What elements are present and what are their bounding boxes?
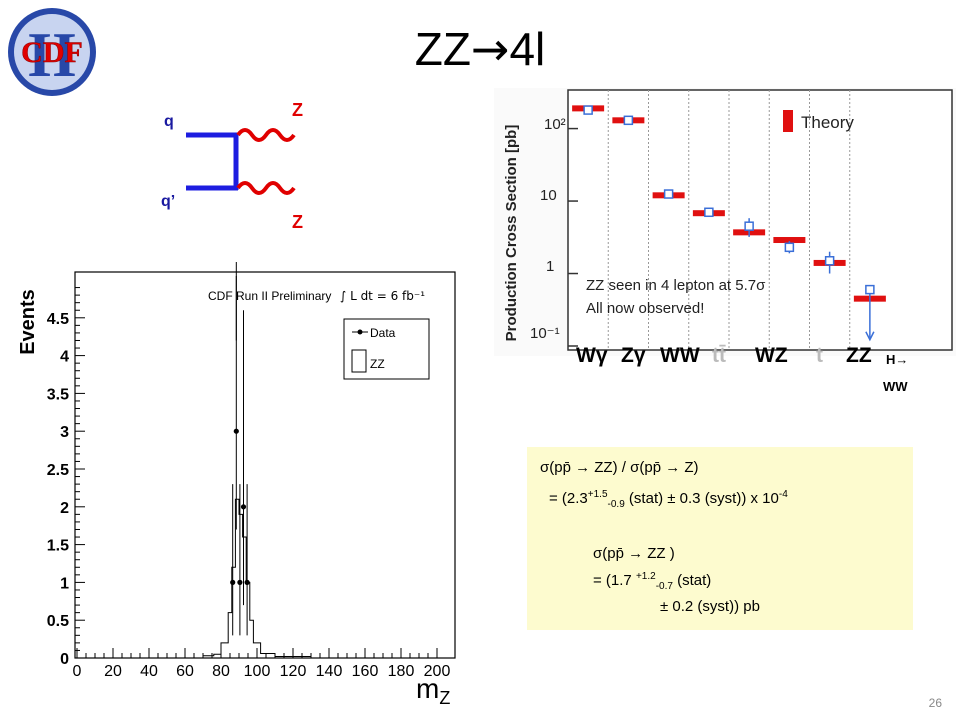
- annotation-line-1: ZZ seen in 4 lepton at 5.7σ: [586, 277, 766, 294]
- formula-zz: σ(pp̄ → ZZ ): [593, 545, 675, 562]
- cross-section-plot: Production Cross Section [pb] 10² 10 1 1…: [494, 88, 956, 378]
- process-label-1: Zγ: [621, 344, 646, 367]
- hist-xtick-label: 20: [104, 663, 122, 680]
- hist-xtick-label: 80: [212, 663, 230, 680]
- data-point-6: [824, 256, 835, 266]
- process-label-2: WW: [660, 344, 700, 367]
- hist-ytick-label: 2.5: [47, 462, 69, 479]
- hist-y-label: Events: [20, 289, 39, 355]
- data-point-3: [240, 504, 247, 510]
- legend-zz: ZZ: [370, 357, 385, 371]
- hist-xtick-label: 160: [352, 663, 379, 680]
- ytick-0p1: 10⁻¹: [530, 325, 560, 342]
- process-label-3: tt̄: [712, 344, 726, 367]
- process-label-4: WZ: [755, 344, 788, 367]
- process-label-6: ZZ: [846, 344, 872, 367]
- data-point-4: [744, 221, 754, 231]
- data-point-2: [663, 189, 674, 199]
- data-point-1: [233, 428, 239, 434]
- data-point-0: [230, 579, 236, 585]
- antiquark-label: q’: [161, 193, 176, 210]
- quark-label: q: [164, 113, 174, 130]
- hist-xtick-label: 0: [73, 663, 82, 680]
- hist-legend-box: [343, 318, 430, 380]
- legend-theory: Theory: [801, 113, 854, 132]
- zz-histogram: [77, 498, 437, 659]
- data-point-1: [623, 115, 634, 126]
- data-point-2: [237, 579, 243, 585]
- hist-ytick-label: 3.5: [47, 386, 69, 403]
- hist-xtick-label: 140: [316, 663, 343, 680]
- cross-section-formula-box: σ(pp̄ → ZZ) / σ(pp̄ → Z) = (2.3+1.5-0.9 …: [527, 447, 913, 630]
- y-axis-label: Production Cross Section [pb]: [503, 125, 520, 342]
- hist-xtick-label: 40: [140, 663, 158, 680]
- hist-xtick-label: 60: [176, 663, 194, 680]
- data-point-7: [865, 284, 875, 295]
- ytick-10: 10: [540, 187, 557, 204]
- theory-bar-5: [773, 237, 806, 244]
- data-point-3: [704, 207, 714, 218]
- limit-arrow-head: [865, 331, 875, 342]
- hist-lumi: ∫ L dt = 6 fb⁻¹: [340, 289, 425, 303]
- legend-zz-swatch: [351, 349, 367, 373]
- hist-ytick-label: 1.5: [47, 538, 69, 555]
- process-label-5: t: [816, 344, 823, 367]
- page-number: 26: [928, 696, 942, 710]
- hist-ytick-label: 1: [60, 575, 69, 592]
- data-point-4: [244, 579, 250, 585]
- plot-frame: [567, 89, 953, 351]
- z-label-bottom: Z: [292, 212, 303, 232]
- xsec-frame: [567, 89, 953, 351]
- cdf-logo: II CDF: [8, 8, 96, 96]
- process-label-hww-line2: WW: [883, 379, 908, 394]
- hist-ytick-label: 3: [60, 424, 69, 441]
- ytick-1: 1: [546, 258, 554, 275]
- hist-ytick-label: 2: [60, 500, 69, 517]
- formula-ratio: σ(pp̄ → ZZ) / σ(pp̄ → Z): [540, 459, 699, 476]
- data-point-5: [784, 242, 795, 253]
- z-label-top: Z: [292, 100, 303, 120]
- formula-ratio-value: = (2.3+1.5-0.9 (stat) ± 0.3 (syst)) x 10…: [549, 489, 788, 510]
- data-point-0: [583, 105, 593, 115]
- feynman-diagram: [186, 128, 296, 195]
- hist-ytick-label: 4: [60, 349, 69, 366]
- hist-xtick-label: 180: [388, 663, 415, 680]
- hist-ytick-label: 4.5: [47, 311, 69, 328]
- annotation-line-2: All now observed!: [586, 300, 704, 317]
- hist-xtick-label: 120: [280, 663, 307, 680]
- formula-zz-syst: ± 0.2 (syst)) pb: [660, 598, 760, 615]
- hist-xtick-label: 100: [244, 663, 271, 680]
- ytick-100: 10²: [544, 116, 566, 133]
- hist-ytick-label: 0: [60, 651, 69, 668]
- hist-ytick-label: 0.5: [47, 613, 69, 630]
- hist-title: CDF Run II Preliminary: [208, 289, 331, 303]
- hist-xtick-label: 200: [424, 663, 451, 680]
- slide-title: ZZ→4l: [414, 22, 546, 76]
- logo-roman: II: [27, 19, 77, 90]
- formula-zz-value: = (1.7 +1.2-0.7 (stat): [593, 571, 712, 592]
- process-label-0: Wγ: [576, 344, 608, 367]
- mz-histogram: 0 20 40 60 80 100 120 140 160 180 200 0 0.5 1 1.5 2 2.5 3…: [20, 262, 456, 708]
- logo-text: CDF: [21, 36, 83, 69]
- legend-theory-swatch: [783, 110, 793, 132]
- process-label-7: H→: [886, 352, 909, 367]
- legend-data: Data: [370, 326, 396, 340]
